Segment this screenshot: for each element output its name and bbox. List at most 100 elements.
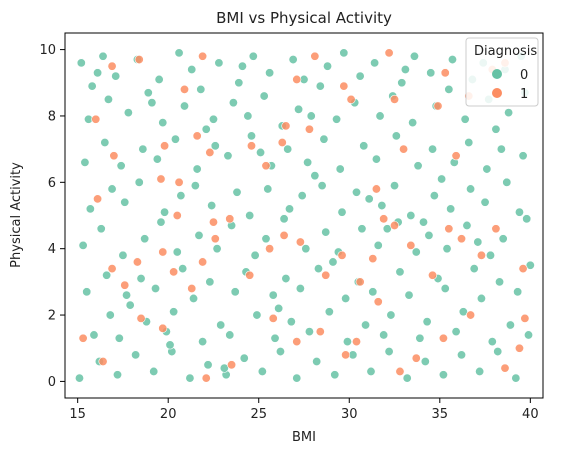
x-tick-label: 30 (341, 407, 358, 422)
scatter-point (426, 68, 436, 78)
scatter-point (312, 356, 322, 366)
scatter-point (522, 214, 532, 224)
scatter-point (147, 98, 157, 108)
scatter-point (192, 164, 202, 174)
scatter-point (341, 350, 351, 360)
scatter-point (198, 257, 208, 267)
scatter-point (107, 264, 117, 274)
scatter-point (446, 204, 456, 214)
scatter-point (180, 84, 190, 94)
scatter-point (511, 373, 521, 383)
scatter-point (444, 84, 454, 94)
scatter-point (404, 290, 414, 300)
scatter-point (368, 254, 378, 264)
scatter-point (169, 307, 179, 317)
scatter-point (98, 51, 108, 61)
scatter-point (156, 217, 166, 227)
scatter-point (91, 114, 101, 124)
scatter-point (205, 277, 215, 287)
scatter-point (194, 230, 204, 240)
scatter-point (214, 58, 224, 68)
scatter-point (303, 157, 313, 167)
scatter-point (281, 274, 291, 284)
scatter-point (227, 360, 237, 370)
scatter-point (496, 144, 506, 154)
scatter-point (98, 356, 108, 366)
scatter-point (125, 300, 135, 310)
scatter-point (337, 207, 347, 217)
scatter-point (379, 330, 389, 340)
scatter-point (304, 327, 314, 337)
scatter-point (518, 264, 528, 274)
scatter-point (201, 373, 211, 383)
scatter-point (158, 247, 168, 257)
scatter-point (288, 55, 298, 65)
scatter-point (178, 264, 188, 274)
y-tick-label: 6 (48, 176, 56, 191)
scatter-point (339, 48, 349, 58)
x-tick-label: 40 (522, 407, 539, 422)
scatter-point (239, 353, 249, 363)
scatter-point (440, 68, 450, 78)
scatter-point (275, 347, 285, 357)
scatter-point (328, 257, 338, 267)
scatter-point (245, 270, 255, 280)
scatter-point (485, 250, 495, 260)
scatter-point (415, 333, 425, 343)
scatter-point (123, 108, 133, 118)
scatter-point (143, 88, 153, 98)
scatter-point (428, 144, 438, 154)
scatter-point (413, 161, 423, 171)
scatter-point (279, 230, 289, 240)
scatter-point (201, 124, 211, 134)
scatter-point (357, 224, 367, 234)
scatter-point (520, 313, 530, 323)
scatter-point (386, 310, 396, 320)
scatter-point (384, 347, 394, 357)
scatter-point (364, 194, 374, 204)
scatter-point (109, 151, 119, 161)
scatter-point (80, 157, 90, 167)
scatter-point (514, 207, 524, 217)
scatter-point (154, 74, 164, 84)
scatter-point (277, 138, 287, 148)
scatter-point (457, 234, 467, 244)
scatter-point (304, 124, 314, 134)
scatter-point (493, 347, 503, 357)
scatter-point (319, 134, 329, 144)
scatter-point (136, 313, 146, 323)
scatter-point (292, 337, 302, 347)
scatter-point (487, 337, 497, 347)
scatter-point (315, 81, 325, 91)
points-layer (74, 48, 535, 383)
scatter-point (176, 191, 186, 201)
scatter-point (355, 71, 365, 81)
scatter-point (321, 270, 331, 280)
scatter-point (76, 58, 86, 68)
scatter-point (281, 121, 291, 131)
scatter-point (513, 287, 523, 297)
scatter-point (198, 337, 208, 347)
scatter-point (286, 317, 296, 327)
scatter-point (342, 337, 352, 347)
scatter-point (371, 184, 381, 194)
scatter-point (228, 98, 238, 108)
scatter-point (152, 154, 162, 164)
scatter-point (476, 250, 486, 260)
scatter-point (169, 267, 179, 277)
scatter-point (190, 181, 200, 191)
scatter-point (330, 370, 340, 380)
scatter-point (196, 84, 206, 94)
scatter-point (324, 307, 334, 317)
scatter-point (480, 197, 490, 207)
scatter-point (422, 317, 432, 327)
scatter-point (78, 333, 88, 343)
scatter-point (418, 217, 428, 227)
scatter-point (375, 111, 385, 121)
scatter-point (371, 154, 381, 164)
scatter-point (438, 370, 448, 380)
scatter-point (225, 330, 235, 340)
scatter-point (207, 201, 217, 211)
scatter-point (368, 287, 378, 297)
